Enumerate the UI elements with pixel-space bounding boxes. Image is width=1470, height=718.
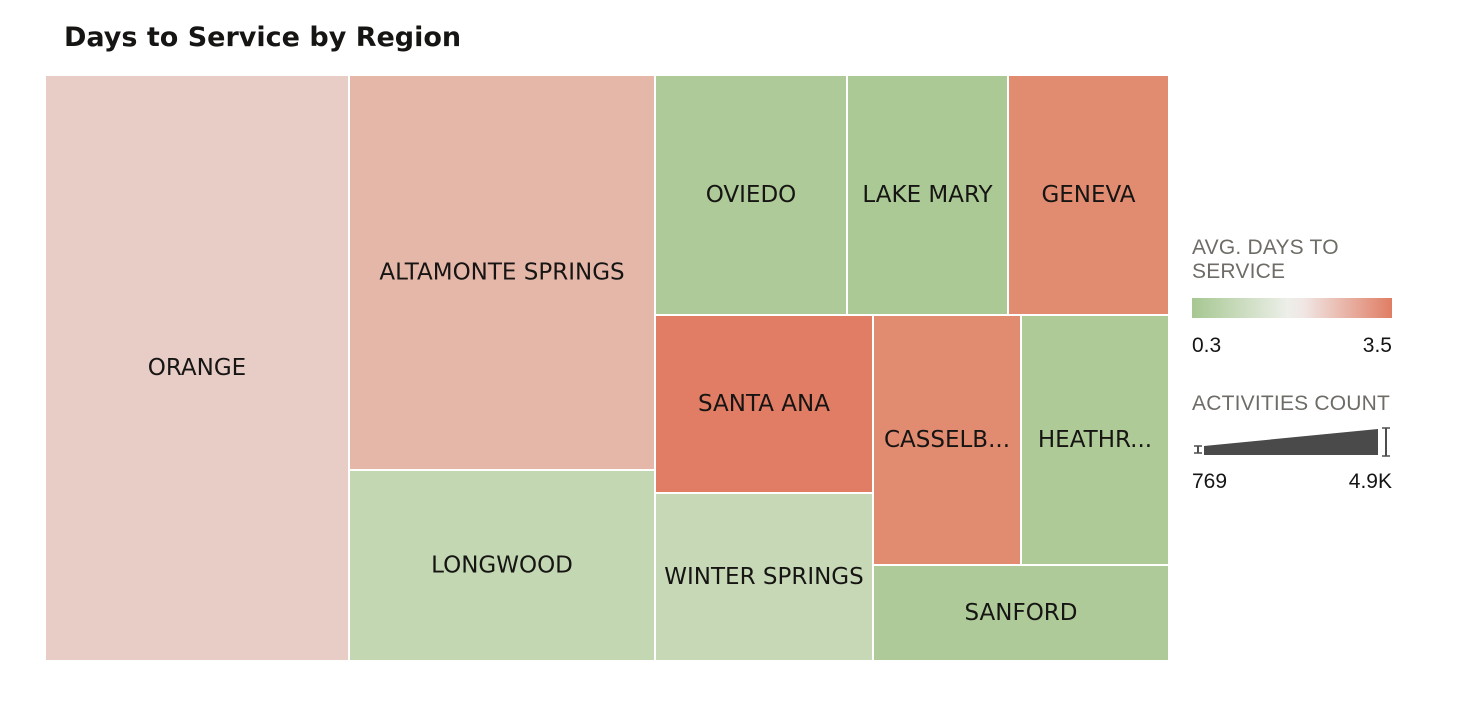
- treemap-label-sanford: SANFORD: [965, 600, 1078, 626]
- size-legend-title: ACTIVITIES COUNT: [1192, 392, 1391, 415]
- treemap-node-longwood[interactable]: [348, 469, 656, 661]
- treemap-node-casselb[interactable]: [872, 314, 1022, 566]
- treemap-label-winter-springs: WINTER SPRINGS: [664, 564, 863, 590]
- treemap-node-santa-ana[interactable]: [654, 314, 874, 494]
- treemap-node-altamonte-springs[interactable]: [348, 75, 656, 471]
- treemap-node-lake-mary[interactable]: [846, 75, 1009, 316]
- treemap-node-orange[interactable]: [45, 75, 350, 661]
- size-legend-max: 4.9K: [1348, 470, 1392, 493]
- size-wedge: [1194, 427, 1390, 457]
- chart-title: Days to Service by Region: [64, 22, 462, 53]
- treemap-label-oviedo: OVIEDO: [706, 182, 797, 208]
- color-ramp: [1192, 298, 1392, 318]
- treemap: ORANGE ALTAMONTE SPRINGS LONGWOOD OVIEDO LAK…: [45, 75, 1169, 661]
- color-legend-title: AVG. DAYS TO SERVICE: [1192, 236, 1339, 283]
- treemap-label-santa-ana: SANTA ANA: [698, 391, 830, 417]
- treemap-label-lake-mary: LAKE MARY: [862, 182, 993, 208]
- treemap-label-orange: ORANGE: [148, 355, 246, 381]
- treemap-node-heathr[interactable]: [1020, 314, 1169, 566]
- color-legend-max: 3.5: [1362, 334, 1392, 357]
- treemap-label-altamonte-springs: ALTAMONTE SPRINGS: [379, 260, 624, 286]
- treemap-node-sanford[interactable]: [872, 564, 1169, 661]
- treemap-node-winter-springs[interactable]: [654, 492, 874, 661]
- treemap-label-longwood: LONGWOOD: [431, 553, 573, 579]
- legend: AVG. DAYS TO SERVICE 0.3 3.5 ACTIVITIES …: [1192, 236, 1432, 500]
- size-legend-min: 769: [1192, 470, 1228, 493]
- color-legend-min: 0.3: [1192, 334, 1222, 357]
- treemap-label-casselb: CASSELB...: [884, 427, 1010, 453]
- treemap-label-geneva: GENEVA: [1041, 182, 1135, 208]
- treemap-label-heathr: HEATHR...: [1038, 427, 1152, 453]
- treemap-node-oviedo[interactable]: [654, 75, 848, 316]
